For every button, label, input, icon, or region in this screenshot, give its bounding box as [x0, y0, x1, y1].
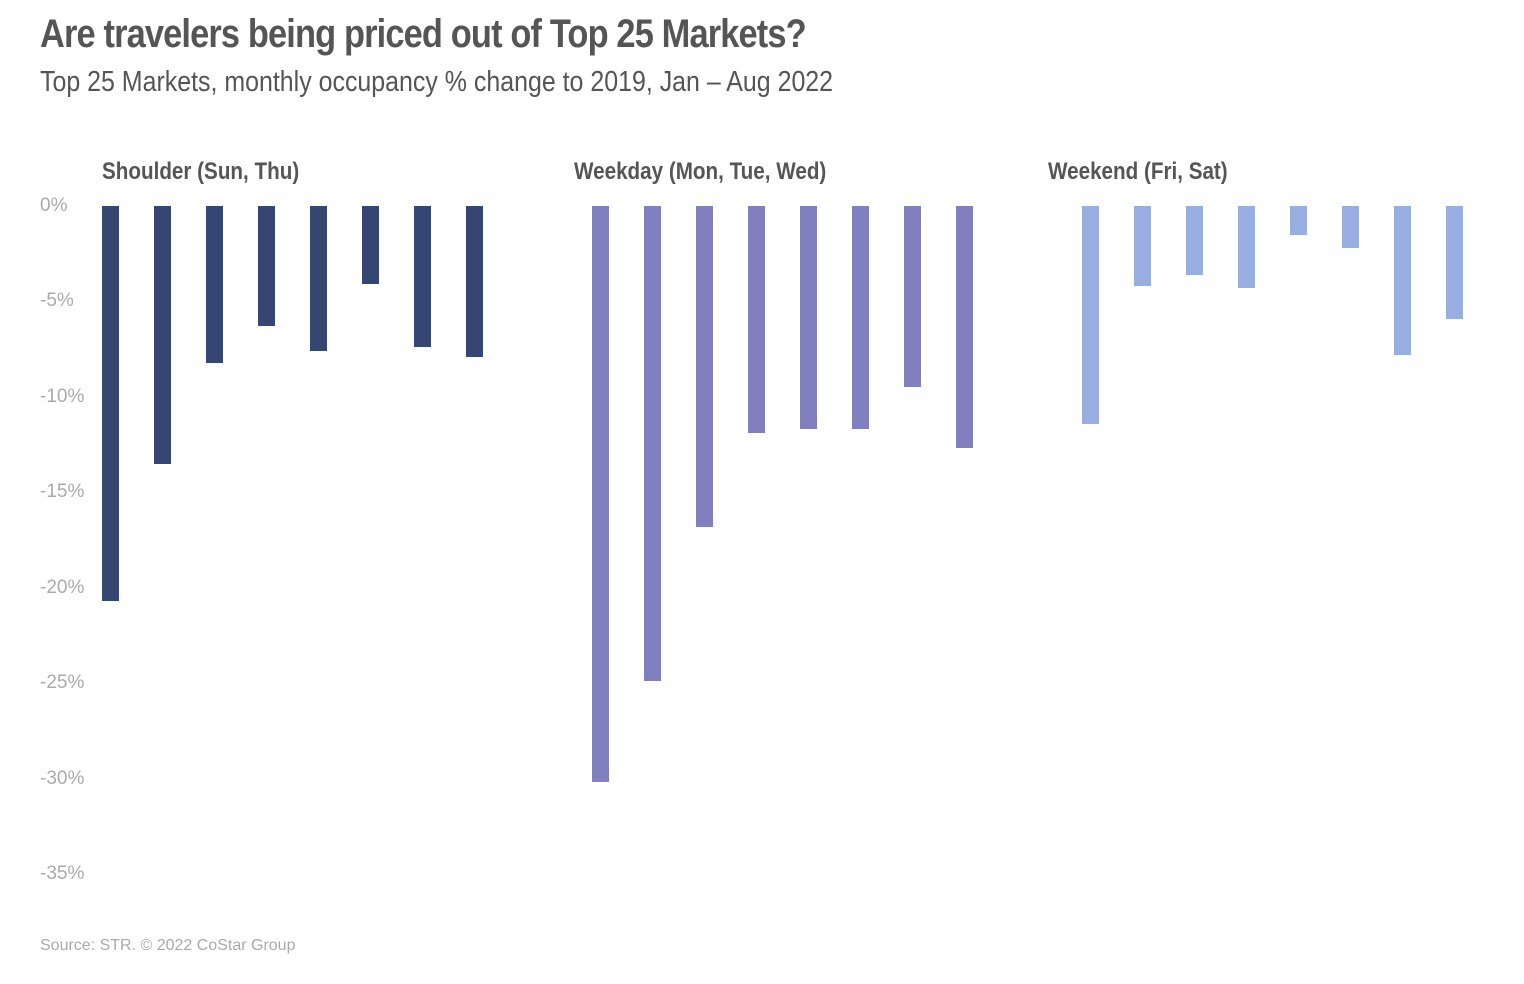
bar-0-feb — [154, 206, 171, 464]
bar-1-may — [800, 206, 817, 430]
bar-1-mar — [696, 206, 713, 527]
bar-0-jul — [414, 206, 431, 348]
y-tick-label: -30% — [40, 767, 85, 789]
bar-2-jun — [1342, 206, 1359, 248]
y-tick-label: -10% — [40, 385, 85, 407]
bar-1-jan — [592, 206, 609, 783]
source-note: Source: STR. © 2022 CoStar Group — [40, 937, 296, 954]
bar-2-jan — [1082, 206, 1099, 424]
chart-title: Are travelers being priced out of Top 25… — [40, 12, 807, 56]
y-tick-label: -20% — [40, 576, 85, 598]
bar-1-jun — [852, 206, 869, 430]
bar-0-jan — [102, 206, 119, 602]
bar-0-jun — [362, 206, 379, 285]
bar-2-mar — [1186, 206, 1203, 275]
y-tick-label: -5% — [40, 290, 74, 312]
panel-title-weekday: Weekday (Mon, Tue, Wed) — [574, 158, 827, 185]
bar-1-feb — [644, 206, 661, 682]
bar-0-apr — [258, 206, 275, 327]
bar-2-jul — [1394, 206, 1411, 355]
bar-2-may — [1290, 206, 1307, 235]
y-tick-label: -15% — [40, 481, 85, 503]
y-tick-label: -35% — [40, 863, 85, 884]
bar-0-may — [310, 206, 327, 352]
y-tick-label: 0% — [40, 195, 68, 216]
bar-1-aug — [956, 206, 973, 449]
bar-1-apr — [748, 206, 765, 434]
bar-0-mar — [206, 206, 223, 363]
bar-2-aug — [1446, 206, 1463, 319]
bar-1-jul — [904, 206, 921, 388]
y-tick-label: -25% — [40, 672, 85, 694]
bar-2-apr — [1238, 206, 1255, 289]
panel-title-shoulder: Shoulder (Sun, Thu) — [102, 158, 300, 185]
bar-2-feb — [1134, 206, 1151, 287]
panel-title-weekend: Weekend (Fri, Sat) — [1048, 158, 1228, 185]
bar-0-aug — [466, 206, 483, 357]
chart-subtitle: Top 25 Markets, monthly occupancy % chan… — [40, 66, 834, 98]
